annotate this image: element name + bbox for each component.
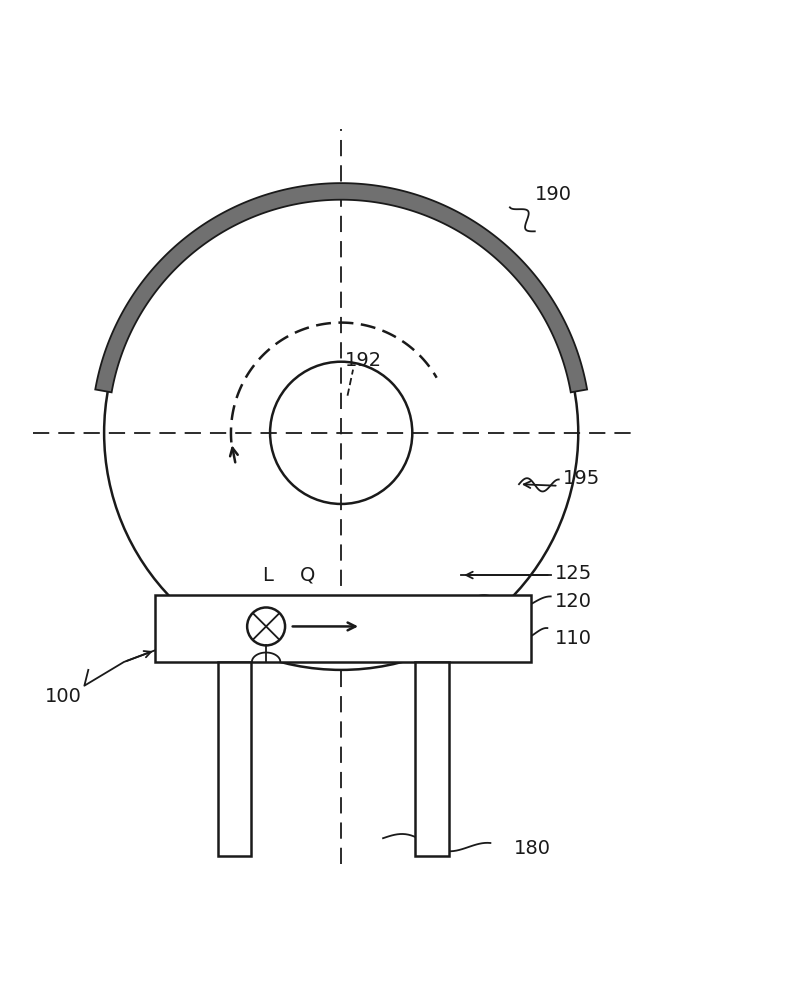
Text: 120: 120	[554, 592, 592, 611]
Text: L: L	[262, 566, 273, 585]
Text: 125: 125	[554, 564, 592, 583]
Bar	[416, 662, 449, 856]
Text: 110: 110	[554, 629, 592, 648]
Text: 100: 100	[45, 687, 82, 706]
Text: 180: 180	[513, 839, 550, 858]
Text: 195: 195	[562, 469, 600, 488]
Text: 192: 192	[345, 351, 382, 370]
Polygon shape	[95, 183, 587, 392]
Bar	[155, 595, 531, 662]
Text: Q: Q	[300, 566, 316, 585]
Bar	[218, 662, 251, 856]
Circle shape	[247, 607, 285, 645]
Text: 190: 190	[534, 185, 572, 204]
